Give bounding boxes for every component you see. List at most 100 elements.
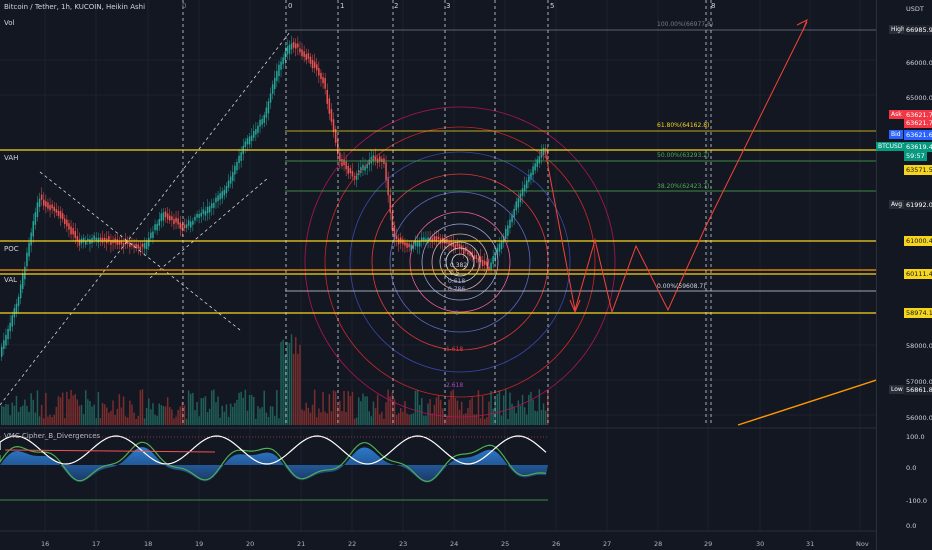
volume-bar	[208, 408, 211, 425]
volume-bar	[89, 401, 91, 425]
volume-bar	[219, 417, 221, 425]
volume-bar	[74, 394, 76, 425]
price-badge: 60111.4	[904, 269, 932, 279]
time-tick: 30	[756, 540, 765, 548]
volume-bar	[297, 353, 299, 425]
volume-bar	[322, 391, 324, 425]
volume-bar	[76, 399, 79, 425]
volume-bar	[316, 417, 318, 425]
volume-bar	[244, 389, 247, 425]
volume-bar	[267, 416, 270, 425]
volume-bar	[114, 415, 116, 425]
volume-bar	[303, 410, 305, 425]
volume-bar	[477, 390, 480, 425]
volume-bar	[544, 410, 547, 425]
wave-label-8: 8	[711, 2, 716, 10]
volume-bar	[82, 413, 85, 425]
osc-tick: 0.0	[906, 464, 917, 472]
volume-bar	[190, 393, 192, 425]
volume-bar	[217, 396, 219, 425]
price-badge-tag: BTCUSDT	[876, 142, 909, 151]
volume-bar	[59, 397, 62, 425]
volume-bar	[324, 411, 326, 425]
volume-bar	[269, 406, 272, 425]
volume-bar	[150, 409, 152, 425]
volume-bar	[540, 409, 543, 425]
volume-bar	[271, 406, 274, 425]
volume-bar	[515, 413, 517, 425]
volume-bar	[484, 418, 486, 425]
volume-bar	[120, 407, 123, 425]
osc-tick: 0.0	[906, 522, 917, 530]
volume-bar	[475, 414, 478, 425]
volume-bar	[185, 418, 188, 425]
volume-bar	[213, 389, 215, 425]
volume-bar	[429, 399, 431, 425]
volume-bar	[446, 415, 448, 425]
volume-bar	[425, 415, 427, 425]
volume-bar	[131, 404, 133, 425]
volume-bar	[385, 402, 387, 425]
volume-bar	[206, 412, 209, 425]
time-tick: 16	[41, 540, 50, 548]
price-badge: 63619.4	[904, 142, 932, 152]
volume-bar	[404, 401, 406, 425]
volume-bar	[496, 393, 499, 425]
time-tick: 28	[654, 540, 663, 548]
volume-bar	[265, 412, 268, 425]
volume-bar	[355, 417, 358, 425]
volume-bar	[437, 395, 440, 425]
volume-bar	[198, 416, 200, 425]
volume-bar	[68, 399, 70, 425]
price-badge-tag: Low	[889, 385, 905, 394]
volume-bar	[536, 411, 538, 425]
volume-bar	[85, 390, 87, 425]
volume-bar	[376, 394, 379, 425]
volume-bar	[19, 406, 22, 425]
volume-bar	[192, 392, 194, 425]
symbol-title[interactable]: Bitcoin / Tether, 1h, KUCOIN, Heikin Ash…	[4, 3, 146, 11]
volume-bar	[288, 342, 291, 425]
volume-bar	[234, 403, 236, 425]
volume-bar	[40, 404, 43, 425]
volume-bar	[532, 399, 534, 425]
time-tick: 29	[704, 540, 713, 548]
volume-bar	[80, 404, 83, 425]
volume-bar	[358, 397, 360, 425]
volume-bar	[183, 405, 186, 425]
osc-tick: 100.0	[906, 433, 925, 441]
volume-bar	[423, 415, 425, 425]
indicator-title[interactable]: VMC Cipher_B_Divergences	[4, 432, 101, 440]
volume-bar	[173, 418, 175, 425]
volume-bar	[181, 401, 184, 425]
volume-bar	[391, 392, 394, 425]
volume-bar	[61, 392, 64, 425]
volume-bar	[171, 409, 173, 425]
volume-bar	[127, 417, 129, 425]
volume-bar	[507, 418, 509, 425]
volume-bar	[51, 417, 53, 425]
volume-bar	[439, 399, 442, 425]
volume-bar	[526, 414, 528, 425]
volume-bar	[353, 418, 356, 425]
volume-bar	[410, 414, 412, 425]
time-tick: 21	[297, 540, 306, 548]
volume-bar	[211, 390, 213, 425]
wave-label-0a: 0	[182, 2, 187, 10]
volume-bar	[196, 402, 198, 425]
volume-label: Vol	[4, 19, 15, 27]
volume-bar	[370, 416, 373, 425]
fib-label-382: 38.20%(62423.7)	[657, 183, 710, 190]
volume-bar	[72, 395, 74, 425]
volume-bar	[13, 405, 16, 425]
volume-bar	[194, 410, 196, 425]
trend-lines	[0, 31, 291, 406]
volume-bar	[24, 399, 26, 425]
wave-trend-line	[0, 435, 547, 465]
cipher-b-oscillator	[0, 435, 548, 483]
volume-bar	[505, 389, 507, 425]
volume-bar	[393, 399, 396, 425]
time-tick: 27	[603, 540, 612, 548]
volume-bar	[242, 397, 244, 425]
